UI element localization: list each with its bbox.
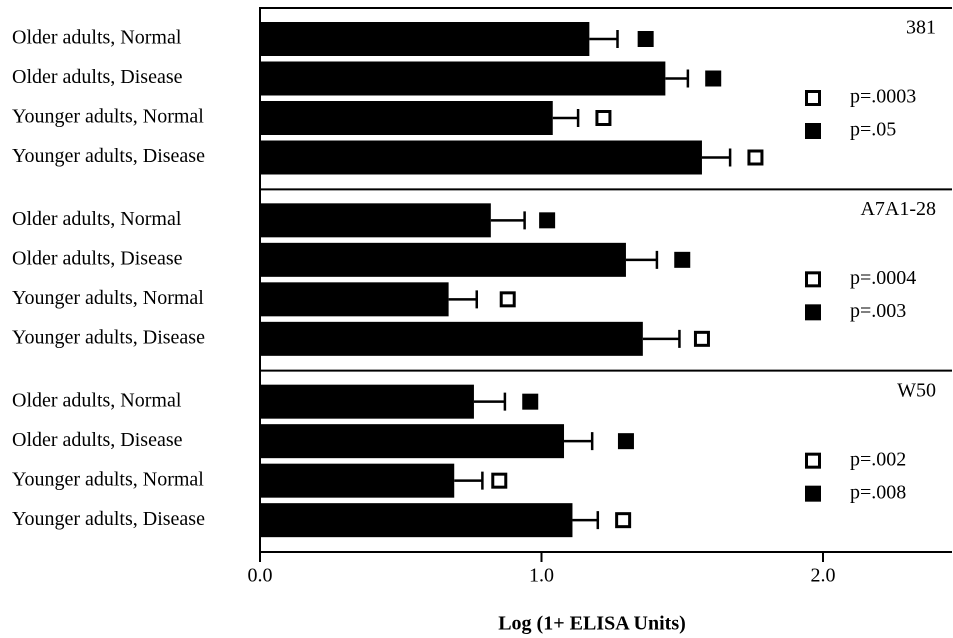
category-label: Younger adults, Disease [12,145,205,167]
category-label: Older adults, Normal [12,208,182,230]
legend-symbol [805,123,821,139]
bar [260,463,455,498]
significance-marker [637,31,654,47]
error-bar [564,432,594,451]
error-bar [552,109,580,127]
legend-symbol [805,90,821,106]
legend-symbol [805,271,821,288]
category-label: Older adults, Disease [12,429,183,451]
category-label: Younger adults, Disease [12,326,205,348]
x-tick-label: 1.0 [529,565,554,587]
bar [260,61,666,96]
error-bar [490,211,526,230]
panel-title: 381 [906,17,936,39]
error-bar [589,30,619,48]
error-bar [665,69,690,88]
category-label: Younger adults, Normal [12,106,204,128]
significance-marker [747,149,764,166]
legend-symbol [805,304,821,321]
legend-symbol [805,452,821,469]
legend-label: p=.008 [850,481,906,503]
bar [260,503,573,538]
error-bar [572,511,600,530]
significance-marker [617,433,634,450]
bar [260,242,626,277]
bar [260,384,474,419]
bar [260,282,449,317]
category-label: Younger adults, Normal [12,468,204,490]
error-bar [642,329,681,348]
legend-symbol [805,485,821,502]
error-bar [448,290,479,309]
significance-marker [674,251,691,268]
legend-label: p=.0004 [850,267,916,289]
bar [260,424,565,459]
category-label: Older adults, Normal [12,27,182,49]
legend-label: p=.002 [850,448,906,470]
significance-marker [491,472,508,489]
significance-marker [615,512,632,529]
significance-marker [705,70,722,87]
panel-title: W50 [897,379,936,401]
bar [260,203,491,238]
significance-marker [693,330,710,347]
legend-label: p=.003 [850,300,906,322]
significance-marker [595,110,612,126]
legend-label: p=.0003 [850,86,916,108]
significance-marker [522,393,539,410]
x-tick-label: 2.0 [811,565,836,587]
legend-label: p=.05 [850,119,896,141]
error-bar [701,148,732,167]
significance-marker [499,291,516,308]
significance-marker [539,212,556,229]
category-label: Older adults, Disease [12,66,183,88]
category-label: Older adults, Normal [12,389,182,411]
error-bar [473,392,507,411]
bar [260,140,702,175]
category-label: Younger adults, Disease [12,508,205,530]
bar [260,22,590,56]
x-axis-label: Log (1+ ELISA Units) [498,613,686,635]
x-tick-label: 0.0 [248,565,273,587]
error-bar [625,250,659,269]
category-label: Younger adults, Normal [12,287,204,309]
panel-title: A7A1-28 [860,198,936,220]
bar [260,101,553,135]
bar [260,321,643,356]
category-label: Older adults, Disease [12,247,183,269]
error-bar [454,471,484,490]
